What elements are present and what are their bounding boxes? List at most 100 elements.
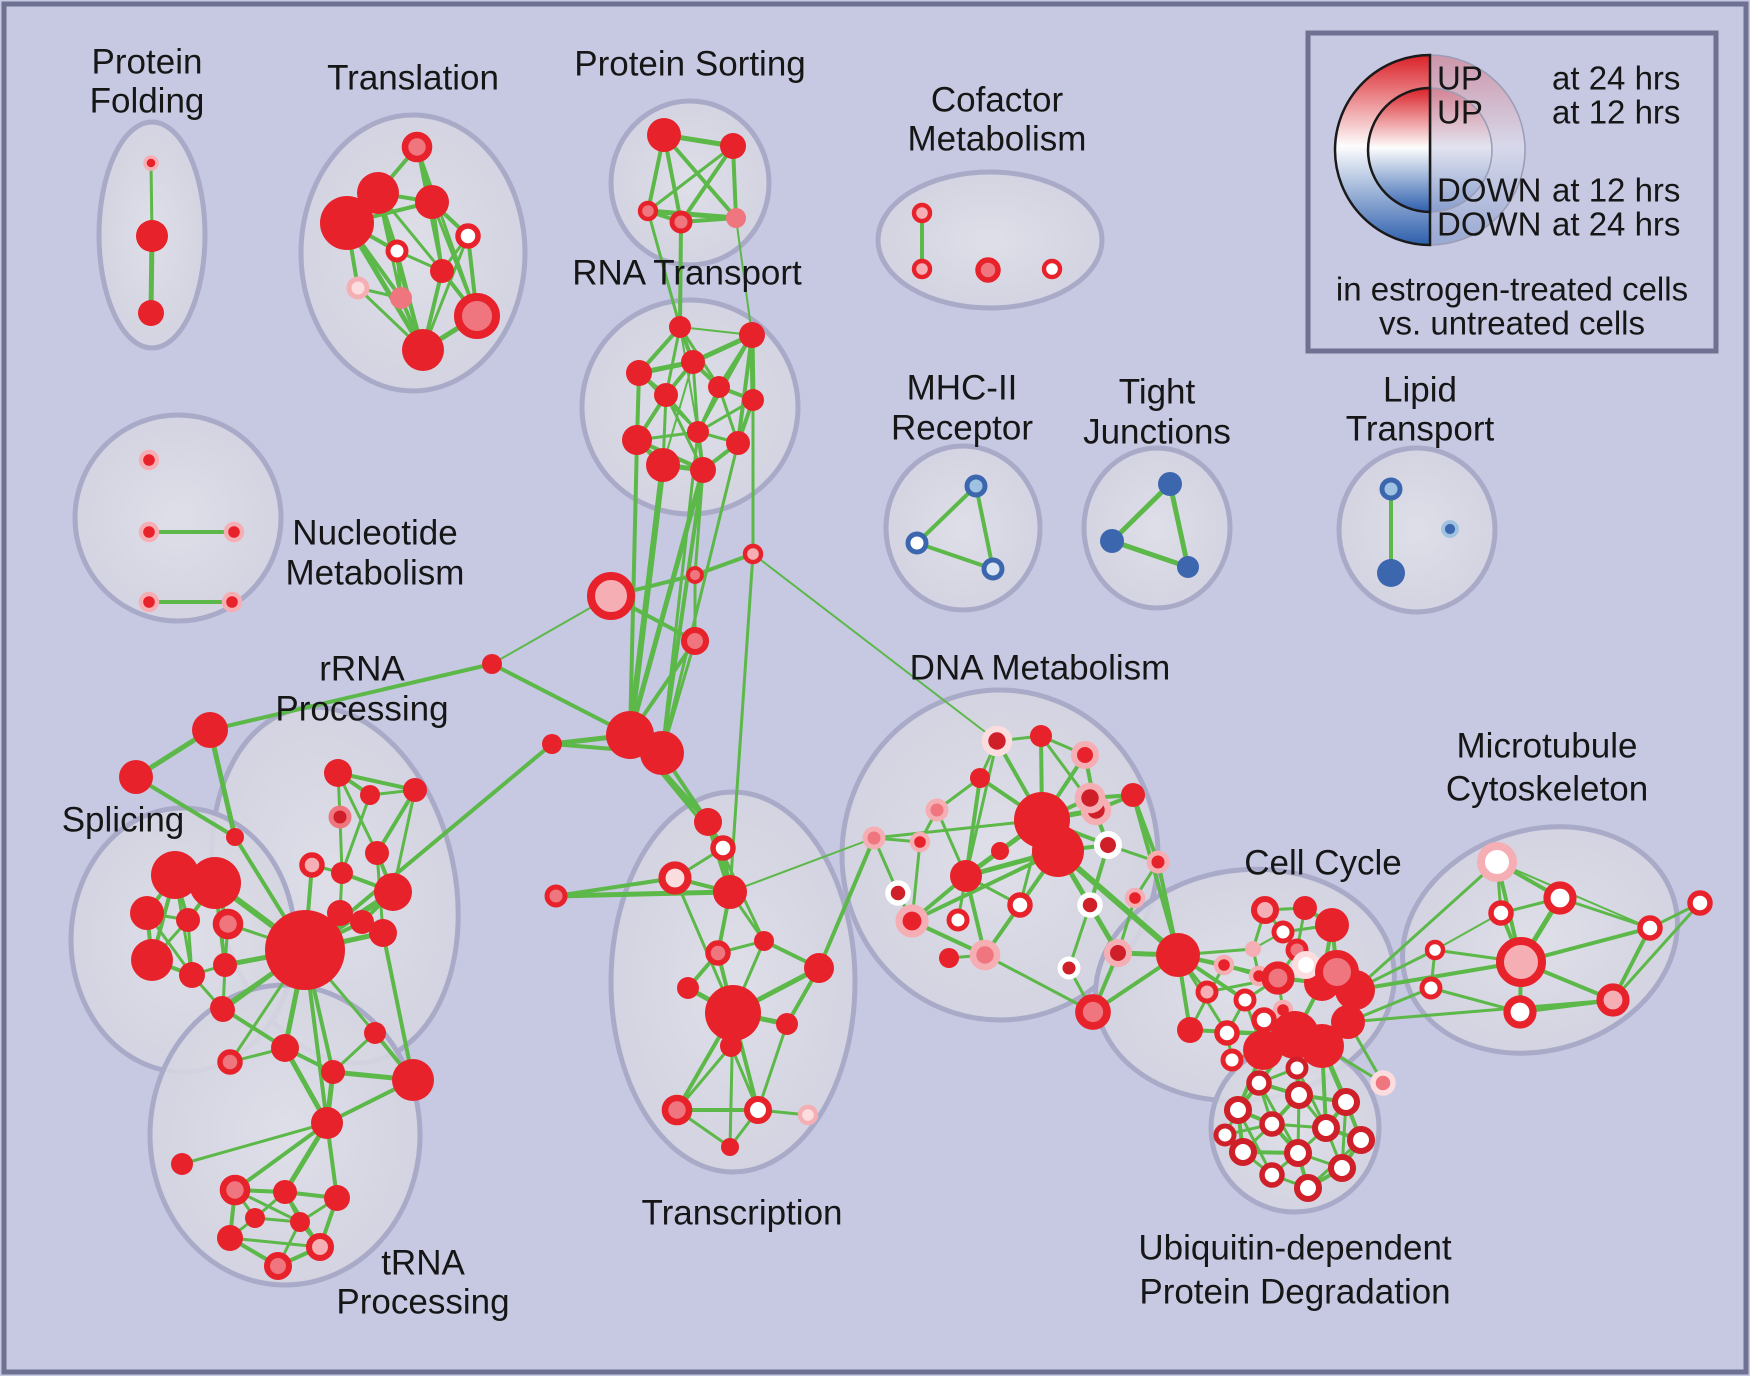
network-node <box>299 852 325 878</box>
network-edge <box>627 462 666 738</box>
network-node <box>226 828 244 846</box>
network-node <box>905 531 929 555</box>
network-node <box>690 457 716 483</box>
legend-updown-glyph <box>1366 86 1432 214</box>
cluster-label-protein-folding: Protein <box>92 43 203 82</box>
network-node <box>1220 1048 1244 1072</box>
network-node <box>482 654 502 674</box>
network-node <box>401 131 433 163</box>
cluster-label-microtubule-cytoskeleton: Microtubule <box>1457 727 1638 766</box>
network-node <box>390 287 412 309</box>
network-node <box>212 908 244 940</box>
network-node <box>694 808 722 836</box>
network-node <box>705 940 731 966</box>
network-node <box>1156 933 1200 977</box>
network-node <box>1285 1056 1309 1080</box>
network-node <box>1177 556 1199 578</box>
cluster-ellipse-tight-junctions <box>1081 445 1233 611</box>
network-node <box>1477 842 1517 882</box>
network-node <box>713 875 747 909</box>
network-node <box>677 977 699 999</box>
network-node <box>1233 988 1257 1012</box>
network-node <box>975 257 1001 283</box>
network-node <box>1424 939 1446 961</box>
cluster-label-dna-metabolism: DNA Metabolism <box>910 649 1171 688</box>
network-node <box>1077 892 1103 918</box>
network-node <box>1259 1111 1285 1137</box>
network-node <box>1315 908 1349 942</box>
network-node <box>687 421 709 443</box>
network-edge <box>660 430 700 755</box>
cluster-label-ubiquitin-degradation: Protein Degradation <box>1139 1273 1450 1312</box>
network-node <box>754 931 774 951</box>
network-node <box>742 543 764 565</box>
network-node <box>320 196 374 250</box>
cluster-ellipse-cofactor-metabolism <box>875 169 1105 311</box>
network-node <box>991 842 1009 860</box>
network-node <box>1093 830 1123 860</box>
network-node <box>1074 782 1106 814</box>
cluster-label-rrna-processing: Processing <box>275 690 448 729</box>
network-node <box>1195 980 1219 1004</box>
network-node <box>1007 892 1033 918</box>
network-node <box>1032 825 1084 877</box>
network-node <box>365 841 389 865</box>
network-node <box>392 1059 434 1101</box>
network-node <box>1300 1024 1344 1068</box>
legend-updown-glyph <box>1429 87 1493 213</box>
network-node <box>1637 915 1663 941</box>
network-node <box>415 185 449 219</box>
network-node <box>721 1138 739 1156</box>
network-node <box>680 626 710 656</box>
network-node <box>647 118 681 152</box>
network-edge <box>627 467 706 738</box>
cluster-label-lipid-transport: Lipid <box>1383 371 1457 410</box>
network-node <box>646 448 680 482</box>
network-edge <box>660 468 705 755</box>
network-node <box>622 425 652 455</box>
network-node <box>969 939 1001 971</box>
network-edge <box>134 775 237 839</box>
cluster-label-cofactor-metabolism: Cofactor <box>931 81 1064 120</box>
network-node <box>726 208 746 228</box>
network-edge <box>646 144 735 213</box>
network-node <box>171 1153 193 1175</box>
network-node <box>138 449 160 471</box>
network-edge <box>974 484 995 571</box>
network-edge <box>1353 860 1499 992</box>
network-node <box>273 1180 297 1204</box>
network-node <box>1100 529 1124 553</box>
legend-time-label: at 12 hrs <box>1552 172 1680 209</box>
cluster-label-protein-folding: Folding <box>90 82 205 121</box>
cluster-label-trna-processing: tRNA <box>381 1244 465 1283</box>
network-node <box>654 383 678 407</box>
network-node <box>804 953 834 983</box>
network-node <box>192 712 228 748</box>
network-node <box>357 172 399 214</box>
network-node <box>1158 472 1182 496</box>
network-node <box>1596 983 1630 1017</box>
network-node <box>1245 941 1261 957</box>
network-node <box>138 300 164 326</box>
network-node <box>430 259 454 283</box>
network-node <box>324 759 352 787</box>
network-node <box>1331 1005 1365 1039</box>
network-node <box>542 734 562 754</box>
network-node <box>637 200 659 222</box>
network-node <box>271 1034 299 1062</box>
network-edge <box>228 1236 322 1249</box>
legend-time-label: at 12 hrs <box>1552 94 1680 131</box>
cluster-label-translation: Translation <box>327 59 499 98</box>
network-node <box>1687 890 1713 916</box>
network-node <box>1214 1020 1240 1046</box>
cluster-label-cell-cycle: Cell Cycle <box>1244 844 1402 883</box>
network-node <box>217 1049 243 1075</box>
network-edge <box>1055 848 1181 958</box>
network-node <box>686 566 704 584</box>
network-node <box>290 1212 310 1232</box>
network-node <box>776 1013 798 1035</box>
legend-time-label: at 24 hrs <box>1552 206 1680 243</box>
network-node <box>454 293 500 339</box>
network-node <box>946 908 970 932</box>
